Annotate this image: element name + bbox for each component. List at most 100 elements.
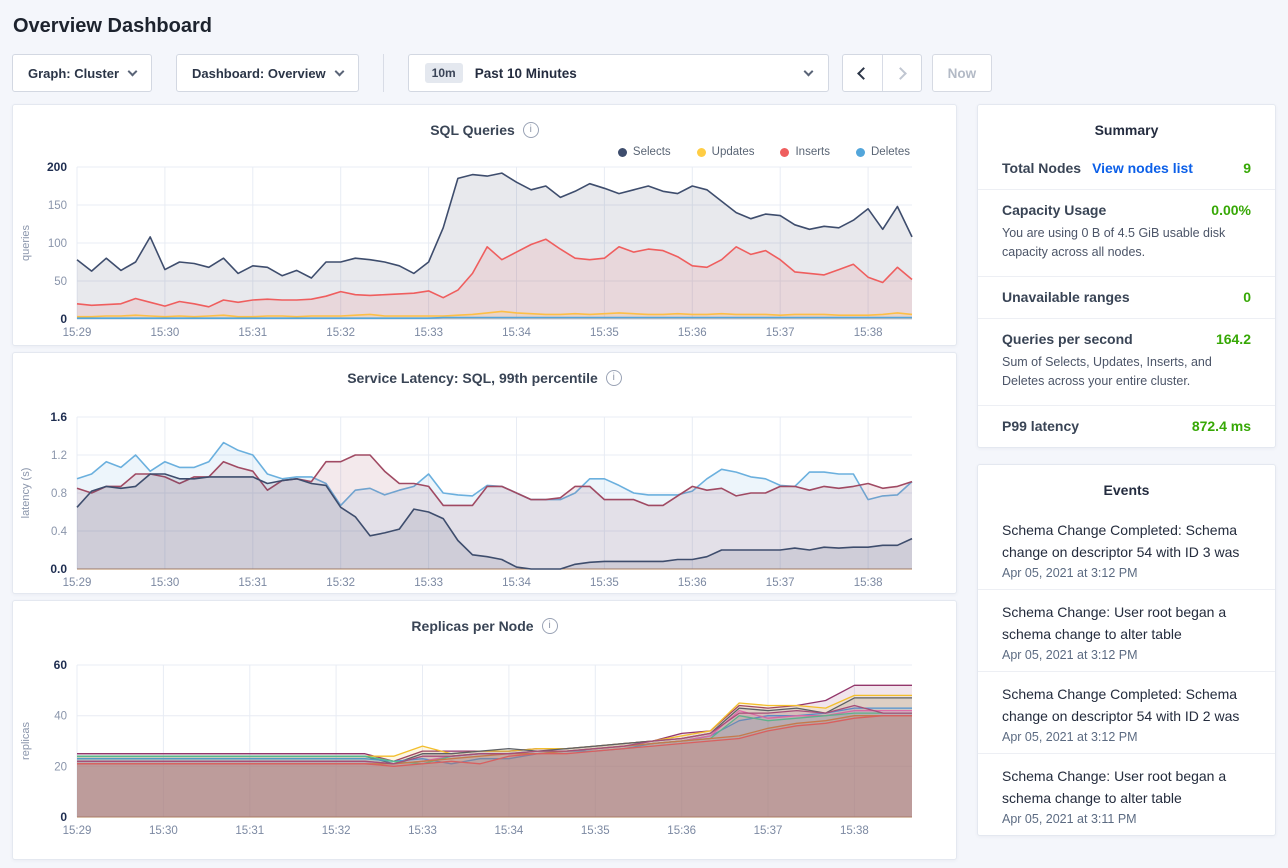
queries-per-second-value: 164.2: [1215, 330, 1251, 347]
svg-text:15:36: 15:36: [667, 825, 696, 837]
events-title: Events: [1103, 481, 1150, 498]
queries-per-second-label: Queries per second: [1002, 330, 1133, 347]
info-icon[interactable]: i: [541, 618, 558, 634]
svg-text:15:30: 15:30: [151, 327, 180, 339]
svg-text:15:31: 15:31: [235, 825, 264, 837]
svg-text:replicas: replicas: [20, 722, 32, 760]
graph-selector-label: Graph: Cluster: [28, 65, 120, 81]
legend-item-selects: Selects: [617, 145, 671, 159]
legend-dot-selects: [617, 147, 627, 157]
svg-text:150: 150: [48, 200, 67, 212]
now-button[interactable]: Now: [931, 54, 993, 92]
svg-text:15:33: 15:33: [414, 327, 443, 339]
events-panel: Events Schema Change Completed: Schema c…: [977, 463, 1276, 837]
page-title: Overview Dashboard: [13, 15, 212, 37]
chart-svg: 15:29 15:30 15:31 15:32 15:33 15:34 15:35 15:36…: [20, 658, 912, 837]
event-timestamp: Apr 05, 2021 at 3:12 PM: [1002, 565, 1138, 580]
svg-text:15:31: 15:31: [238, 577, 267, 589]
p99-latency-label: P99 latency: [1002, 417, 1080, 434]
svg-text:0.8: 0.8: [51, 488, 67, 500]
legend-label: Inserts: [795, 146, 830, 158]
dashboard-selector-label: Dashboard: Overview: [192, 65, 326, 81]
svg-text:0: 0: [60, 810, 67, 824]
svg-text:20: 20: [54, 761, 67, 773]
graph-selector-dropdown[interactable]: Graph: Cluster: [12, 54, 153, 92]
event-text: Schema Change Completed: Schema change o…: [1002, 685, 1240, 725]
summary-row-total-nodes: Total Nodes View nodes list 9: [978, 148, 1275, 190]
svg-text:15:34: 15:34: [495, 825, 524, 837]
dashboard-selector-dropdown[interactable]: Dashboard: Overview: [176, 54, 359, 92]
charts-column: SQL Queries i Selects Updates Inserts: [12, 104, 957, 860]
svg-text:15:31: 15:31: [238, 327, 267, 339]
previous-range-button[interactable]: [843, 55, 882, 91]
replicas-per-node-panel: Replicas per Node i 15:29 15:30 15:31 15:32…: [12, 600, 957, 860]
capacity-usage-value: 0.00%: [1211, 202, 1251, 218]
sql-queries-chart[interactable]: 15:29 15:30 15:31 15:32 15:33 15:34 15:35 15:36…: [13, 160, 954, 341]
sidebar: Summary Total Nodes View nodes list 9 Ca…: [977, 104, 1276, 837]
svg-text:15:38: 15:38: [854, 327, 883, 339]
unavailable-ranges-value: 0: [1243, 288, 1251, 305]
svg-text:15:30: 15:30: [151, 577, 180, 589]
event-timestamp: Apr 05, 2021 at 3:12 PM: [1002, 730, 1138, 745]
content: SQL Queries i Selects Updates Inserts: [0, 104, 1288, 860]
chevron-down-icon: [334, 66, 345, 77]
svg-text:15:35: 15:35: [590, 327, 619, 339]
svg-text:15:34: 15:34: [502, 327, 531, 339]
svg-text:40: 40: [54, 711, 67, 723]
service-latency-panel: Service Latency: SQL, 99th percentile i …: [12, 352, 957, 594]
info-icon[interactable]: i: [522, 122, 539, 138]
svg-text:15:37: 15:37: [766, 327, 795, 339]
time-range-label: Past 10 Minutes: [474, 65, 577, 81]
event-item: Schema Change Completed: Schema change o…: [978, 670, 1275, 753]
legend-item-updates: Updates: [696, 145, 755, 159]
info-icon[interactable]: i: [605, 370, 622, 386]
chart-svg: 15:29 15:30 15:31 15:32 15:33 15:34 15:35 15:36…: [20, 160, 913, 339]
svg-text:1.6: 1.6: [50, 411, 67, 424]
svg-text:15:29: 15:29: [63, 577, 92, 589]
legend-dot-updates: [696, 147, 706, 157]
svg-text:50: 50: [54, 276, 67, 288]
svg-text:15:32: 15:32: [322, 825, 351, 837]
svg-text:15:30: 15:30: [149, 825, 178, 837]
summary-panel: Summary Total Nodes View nodes list 9 Ca…: [977, 104, 1276, 448]
legend-label: Selects: [632, 146, 671, 158]
legend-item-deletes: Deletes: [856, 145, 910, 159]
sql-queries-panel: SQL Queries i Selects Updates Inserts: [12, 104, 957, 346]
svg-text:15:37: 15:37: [754, 825, 783, 837]
summary-row-queries-per-second: Queries per second 164.2 Sum of Selects,…: [978, 319, 1275, 406]
svg-text:15:33: 15:33: [414, 577, 443, 589]
svg-text:15:32: 15:32: [326, 327, 355, 339]
svg-text:1.2: 1.2: [51, 450, 67, 462]
chart-title-sql-queries: SQL Queries: [430, 122, 515, 138]
summary-row-unavailable-ranges: Unavailable ranges 0: [978, 277, 1275, 319]
service-latency-chart[interactable]: 15:29 15:30 15:31 15:32 15:33 15:34 15:35 15:36…: [13, 410, 954, 591]
svg-text:15:37: 15:37: [766, 577, 795, 589]
replicas-per-node-chart[interactable]: 15:29 15:30 15:31 15:32 15:33 15:34 15:35 15:36…: [13, 658, 954, 839]
svg-text:15:29: 15:29: [63, 327, 92, 339]
legend-label: Updates: [711, 146, 755, 158]
time-range-selector[interactable]: 10m Past 10 Minutes: [407, 54, 829, 92]
svg-text:15:32: 15:32: [326, 577, 355, 589]
svg-text:15:35: 15:35: [590, 577, 619, 589]
svg-text:100: 100: [48, 238, 67, 250]
chart-svg: 15:29 15:30 15:31 15:32 15:33 15:34 15:35 15:36…: [20, 410, 913, 589]
view-nodes-list-link[interactable]: View nodes list: [1092, 160, 1193, 176]
svg-text:15:35: 15:35: [581, 825, 610, 837]
unavailable-ranges-label: Unavailable ranges: [1002, 288, 1130, 305]
svg-text:15:29: 15:29: [63, 825, 92, 837]
capacity-usage-label: Capacity Usage: [1002, 202, 1107, 218]
chart-legend: Selects Updates Inserts Deletes: [13, 145, 910, 159]
svg-text:0.4: 0.4: [51, 526, 68, 538]
capacity-usage-description: You are using 0 B of 4.5 GiB usable disk…: [1002, 226, 1226, 260]
chart-title-replicas-per-node: Replicas per Node: [411, 618, 534, 634]
svg-text:0: 0: [60, 312, 67, 326]
event-timestamp: Apr 05, 2021 at 3:11 PM: [1002, 812, 1137, 827]
total-nodes-label: Total Nodes: [1002, 160, 1082, 176]
legend-label: Deletes: [871, 146, 910, 158]
next-range-button[interactable]: [881, 55, 921, 91]
svg-text:0.0: 0.0: [50, 562, 67, 576]
legend-dot-deletes: [856, 147, 865, 157]
toolbar: Graph: Cluster Dashboard: Overview 10m P…: [12, 54, 1276, 92]
summary-row-p99-latency: P99 latency 872.4 ms: [978, 406, 1275, 447]
chevron-down-icon: [127, 66, 138, 77]
